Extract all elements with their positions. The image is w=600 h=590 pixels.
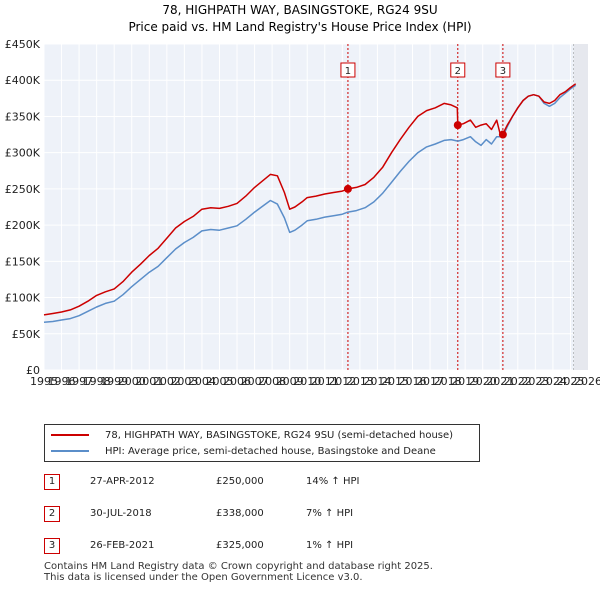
legend-swatch-hpi <box>51 450 89 452</box>
x-tick-label: 2014 <box>363 375 391 388</box>
table-row: 3 26-FEB-2021 £325,000 1% ↑ HPI <box>44 538 444 554</box>
transaction-hpi-diff: 1% ↑ HPI <box>306 540 354 551</box>
y-tick-label: £350K <box>5 110 41 123</box>
x-tick-label: 2013 <box>346 375 374 388</box>
x-tick-label: 1999 <box>100 375 128 388</box>
legend-label-hpi: HPI: Average price, semi-detached house,… <box>105 445 436 457</box>
transaction-number: 3 <box>44 538 60 554</box>
chart-title: 78, HIGHPATH WAY, BASINGSTOKE, RG24 9SU <box>162 3 437 17</box>
x-tick-label: 2023 <box>521 375 549 388</box>
x-tick-label: 2025 <box>556 375 584 388</box>
legend: 78, HIGHPATH WAY, BASINGSTOKE, RG24 9SU … <box>44 424 480 462</box>
transaction-number: 2 <box>44 506 60 522</box>
x-tick-label: 2017 <box>416 375 444 388</box>
x-tick-label: 2011 <box>311 375 339 388</box>
transaction-price: £325,000 <box>216 540 264 551</box>
legend-label-property: 78, HIGHPATH WAY, BASINGSTOKE, RG24 9SU … <box>105 429 454 441</box>
y-tick-label: £450K <box>5 38 41 51</box>
x-tick-label: 2006 <box>223 375 251 388</box>
footer-licence: This data is licensed under the Open Gov… <box>44 572 363 583</box>
transaction-price: £250,000 <box>216 476 264 487</box>
x-tick-label: 2007 <box>241 375 269 388</box>
x-tick-label: 2003 <box>170 375 198 388</box>
y-tick-label: £150K <box>5 255 41 268</box>
x-tick-label: 2009 <box>276 375 304 388</box>
x-tick-label: 2008 <box>258 375 286 388</box>
price-chart: 78, HIGHPATH WAY, BASINGSTOKE, RG24 9SU … <box>5 3 600 388</box>
x-tick-label: 2012 <box>328 375 356 388</box>
transaction-badge-label: 2 <box>455 66 461 77</box>
plot-area <box>44 44 588 370</box>
x-axis: 1995199619971998199920002001200220032004… <box>30 375 600 388</box>
legend-swatch-property <box>51 434 89 436</box>
footer-copyright: Contains HM Land Registry data © Crown c… <box>44 561 433 572</box>
forecast-region <box>573 44 588 370</box>
x-tick-label: 2024 <box>539 375 567 388</box>
x-tick-label: 2016 <box>399 375 427 388</box>
transaction-date: 26-FEB-2021 <box>90 540 155 551</box>
y-tick-label: £400K <box>5 74 41 87</box>
x-tick-label: 2015 <box>381 375 409 388</box>
transaction-badges: 1 2 3 <box>340 62 511 78</box>
x-tick-label: 2005 <box>205 375 233 388</box>
y-tick-label: £50K <box>12 328 41 341</box>
transaction-hpi-diff: 14% ↑ HPI <box>306 476 360 487</box>
x-tick-label: 2020 <box>469 375 497 388</box>
table-row: 2 30-JUL-2018 £338,000 7% ↑ HPI <box>44 506 444 522</box>
sale-point <box>343 184 352 193</box>
table-row: 1 27-APR-2012 £250,000 14% ↑ HPI <box>44 474 444 490</box>
transaction-badge-label: 1 <box>345 66 351 77</box>
x-tick-label: 2000 <box>118 375 146 388</box>
x-tick-label: 2021 <box>486 375 514 388</box>
transaction-date: 27-APR-2012 <box>90 476 155 487</box>
footer: Contains HM Land Registry data © Crown c… <box>44 561 433 583</box>
x-tick-label: 2026 <box>574 375 600 388</box>
y-axis: £0 £50K £100K £150K £200K £250K £300K £350K £400… <box>5 38 41 377</box>
transaction-price: £338,000 <box>216 508 264 519</box>
transaction-badge <box>340 62 356 78</box>
x-tick-label: 1998 <box>83 375 111 388</box>
transaction-badge <box>450 62 466 78</box>
x-tick-label: 2019 <box>451 375 479 388</box>
x-tick-label: 2010 <box>293 375 321 388</box>
x-tick-label: 2002 <box>153 375 181 388</box>
y-tick-label: £100K <box>5 292 41 305</box>
transaction-number: 1 <box>44 474 60 490</box>
x-tick-label: 2018 <box>434 375 462 388</box>
chart-subtitle: Price paid vs. HM Land Registry's House … <box>128 20 471 34</box>
transaction-badge-label: 3 <box>500 66 506 77</box>
legend-item-property: 78, HIGHPATH WAY, BASINGSTOKE, RG24 9SU … <box>51 427 453 443</box>
y-tick-label: £300K <box>5 147 41 160</box>
sale-points <box>343 121 507 193</box>
x-tick-label: 2004 <box>188 375 216 388</box>
x-tick-label: 2001 <box>135 375 163 388</box>
x-tick-label: 1995 <box>30 375 58 388</box>
sale-point <box>498 130 507 139</box>
y-tick-label: £0 <box>26 364 40 377</box>
x-tick-label: 1997 <box>65 375 93 388</box>
y-tick-label: £250K <box>5 183 41 196</box>
x-tick-label: 2022 <box>504 375 532 388</box>
y-tick-label: £200K <box>5 219 41 232</box>
transaction-badge <box>495 62 511 78</box>
transaction-hpi-diff: 7% ↑ HPI <box>306 508 354 519</box>
x-tick-label: 1996 <box>48 375 76 388</box>
sale-point <box>453 121 462 130</box>
legend-item-hpi: HPI: Average price, semi-detached house,… <box>51 443 436 459</box>
transaction-date: 30-JUL-2018 <box>90 508 152 519</box>
